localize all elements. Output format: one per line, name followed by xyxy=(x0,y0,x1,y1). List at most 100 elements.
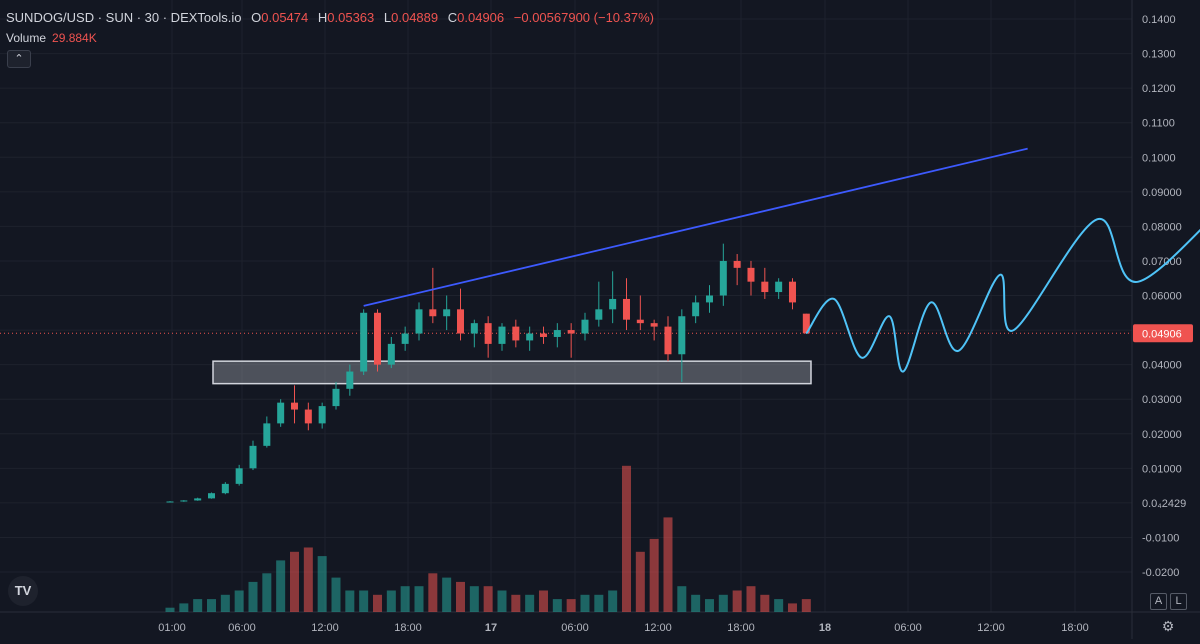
volume-bar xyxy=(691,594,701,612)
close-label: C xyxy=(447,10,458,25)
y-tick-label: 0.08000 xyxy=(1142,221,1182,233)
x-tick-label: 06:00 xyxy=(561,622,589,634)
volume-bar xyxy=(663,517,673,612)
x-tick-label: 12:00 xyxy=(977,622,1005,634)
candle-body xyxy=(290,402,298,410)
x-tick-label: 12:00 xyxy=(644,622,672,634)
volume-bar xyxy=(165,607,175,612)
volume-bar xyxy=(455,581,465,612)
y-tick-label: 0.03000 xyxy=(1142,394,1182,406)
candle-body xyxy=(318,406,326,424)
volume-bar xyxy=(400,586,410,612)
volume-bar xyxy=(483,586,493,612)
volume-value: 29.884K xyxy=(52,31,97,45)
candle-body xyxy=(194,498,202,501)
high-value: 0.05363 xyxy=(327,10,375,25)
volume-bar xyxy=(704,599,714,612)
volume-bar xyxy=(248,581,258,612)
volume-bar xyxy=(608,590,618,612)
volume-bar xyxy=(774,599,784,612)
y-tick-label: 0.0₄2429 xyxy=(1142,498,1186,510)
x-tick-label: 17 xyxy=(485,622,497,634)
candle-body xyxy=(415,309,423,334)
candle-body xyxy=(664,326,672,355)
candle-body xyxy=(332,388,340,407)
candle-body xyxy=(304,409,312,424)
volume-bar xyxy=(566,599,576,612)
volume-bar xyxy=(760,594,770,612)
candle-body xyxy=(567,330,575,334)
candle-body xyxy=(470,323,478,334)
volume-bar xyxy=(331,577,341,612)
volume-bar xyxy=(372,594,382,612)
candle-body xyxy=(484,323,492,344)
candle-body xyxy=(387,343,395,365)
volume-legend: Volume 29.884K xyxy=(6,31,97,45)
close-value: 0.04906 xyxy=(457,10,505,25)
auto-scale-button[interactable]: A xyxy=(1150,593,1167,610)
candle-body xyxy=(622,298,630,320)
volume-bar xyxy=(538,590,548,612)
change-value: −0.00567900 (−10.37%) xyxy=(513,10,654,25)
low-value: 0.04889 xyxy=(391,10,439,25)
volume-bar xyxy=(289,551,299,612)
candle-body xyxy=(346,371,354,389)
volume-bar xyxy=(732,590,742,612)
volume-bar xyxy=(317,556,327,612)
candle-body xyxy=(761,281,769,293)
volume-bar xyxy=(303,547,313,612)
candle-body xyxy=(180,500,188,502)
symbol-title: SUNDOG/USD · SUN · 30 · DEXTools.io xyxy=(6,10,242,25)
candle-body xyxy=(429,309,437,317)
volume-bar xyxy=(262,573,272,612)
volume-bar xyxy=(677,586,687,612)
candle-body xyxy=(595,309,603,320)
candle-body xyxy=(705,295,713,303)
y-tick-label: -0.0200 xyxy=(1142,567,1179,579)
candle-body xyxy=(609,298,617,310)
candle-body xyxy=(553,330,561,337)
collapse-legend-button[interactable]: ⌃ xyxy=(7,50,31,68)
volume-bar xyxy=(525,594,535,612)
volume-bar xyxy=(801,599,811,612)
candle-body xyxy=(581,319,589,334)
candle-body xyxy=(512,326,520,341)
candle-body xyxy=(401,333,409,344)
candle-body xyxy=(719,260,727,296)
projection-path xyxy=(805,218,1200,373)
x-tick-label: 18:00 xyxy=(1061,622,1089,634)
last-price-label: 0.04906 xyxy=(1142,328,1182,340)
candle-body xyxy=(263,423,271,446)
volume-bar xyxy=(220,594,230,612)
volume-bar xyxy=(635,551,645,612)
y-tick-label: 0.06000 xyxy=(1142,291,1182,303)
support-zone xyxy=(212,360,812,385)
settings-gear-icon[interactable]: ⚙ xyxy=(1161,618,1175,634)
candle-body xyxy=(235,468,243,484)
trend-line xyxy=(363,147,1028,307)
y-tick-label: 0.1400 xyxy=(1142,14,1176,26)
y-tick-label: 0.02000 xyxy=(1142,429,1182,441)
y-tick-label: 0.04000 xyxy=(1142,360,1182,372)
candle-body xyxy=(733,260,741,268)
y-tick-label: -0.0100 xyxy=(1142,532,1179,544)
tradingview-logo: TV xyxy=(8,576,38,606)
high-label: H xyxy=(317,10,328,25)
volume-bar xyxy=(276,560,286,612)
log-scale-button[interactable]: L xyxy=(1170,593,1187,610)
candle-body xyxy=(802,313,810,334)
x-tick-label: 18 xyxy=(819,622,831,634)
y-tick-label: 0.1100 xyxy=(1142,118,1175,130)
x-tick-label: 18:00 xyxy=(727,622,755,634)
volume-bar xyxy=(234,590,244,612)
candle-body xyxy=(277,402,285,424)
y-tick-label: 0.1000 xyxy=(1142,152,1176,164)
low-label: L xyxy=(383,10,392,25)
volume-bar xyxy=(179,603,189,612)
candle-body xyxy=(207,493,215,499)
candle-body xyxy=(498,326,506,344)
open-label: O xyxy=(251,10,262,25)
candle-body xyxy=(747,267,755,282)
